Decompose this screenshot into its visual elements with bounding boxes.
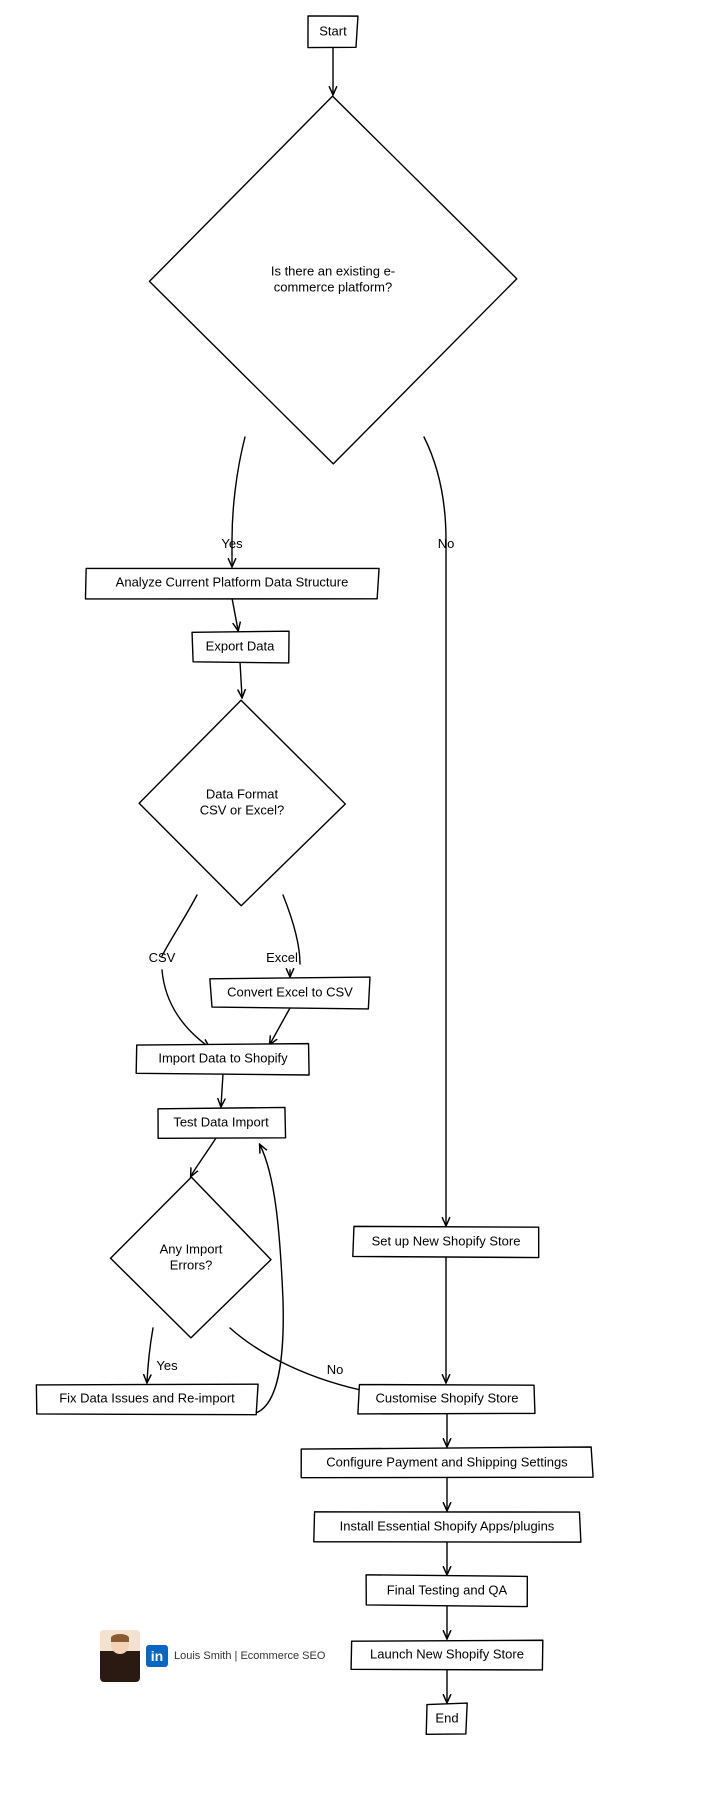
node-label: Export Data (206, 638, 275, 653)
node-label: Any Import (160, 1241, 223, 1256)
edge (252, 1145, 283, 1414)
node-label: Set up New Shopify Store (372, 1233, 521, 1248)
node-fix: Fix Data Issues and Re-import (36, 1384, 258, 1415)
edge-label: Yes (156, 1358, 178, 1373)
node-install: Install Essential Shopify Apps/plugins (314, 1512, 581, 1542)
node-import: Import Data to Shopify (136, 1044, 309, 1075)
node-launch: Launch New Shopify Store (351, 1640, 543, 1670)
node-q_format: Data Format CSV or Excel? (139, 700, 345, 905)
linkedin-badge-text: in (151, 1648, 163, 1664)
node-label: Is there an existing e- (271, 263, 395, 278)
node-label: Data Format (206, 786, 279, 801)
node-label: CSV or Excel? (200, 803, 285, 818)
edge (191, 1138, 216, 1176)
node-label: commerce platform? (274, 280, 392, 295)
node-label: Final Testing and QA (387, 1582, 508, 1597)
node-label: Convert Excel to CSV (227, 984, 353, 999)
author-block: in Louis Smith | Ecommerce SEO (100, 1630, 325, 1682)
edge (240, 662, 242, 697)
edge (162, 895, 197, 956)
node-label: Configure Payment and Shipping Settings (326, 1454, 568, 1469)
node-label: Fix Data Issues and Re-import (59, 1390, 235, 1405)
node-label: Start (319, 23, 347, 38)
node-label: Errors? (170, 1258, 213, 1273)
edge-label: No (438, 536, 455, 551)
node-export: Export Data (192, 631, 289, 663)
linkedin-icon: in (146, 1645, 168, 1667)
edge-label: CSV (149, 950, 176, 965)
node-label: Import Data to Shopify (158, 1050, 288, 1065)
edge-label: Yes (221, 536, 243, 551)
author-avatar (100, 1630, 140, 1682)
edge (221, 1074, 223, 1106)
node-start: Start (308, 16, 358, 48)
node-customise: Customise Shopify Store (358, 1385, 535, 1414)
edge (147, 1328, 153, 1382)
node-test: Test Data Import (158, 1107, 286, 1138)
edge-label: No (327, 1362, 344, 1377)
node-analyze: Analyze Current Platform Data Structure (85, 568, 379, 598)
node-label: Analyze Current Platform Data Structure (116, 574, 349, 589)
node-q_existing: Is there an existing e-commerce platform… (149, 96, 516, 464)
edge (232, 598, 238, 630)
flowchart-container: Yes No CSV Excel Yes No Start Is there an exist… (0, 0, 702, 1794)
node-end: End (426, 1703, 467, 1734)
node-label: Customise Shopify Store (375, 1390, 518, 1405)
author-name: Louis Smith | Ecommerce SEO (174, 1650, 325, 1662)
edge (424, 437, 446, 1225)
node-qa: Final Testing and QA (366, 1575, 527, 1607)
node-label: Test Data Import (173, 1114, 269, 1129)
node-label: End (435, 1710, 458, 1725)
node-label: Install Essential Shopify Apps/plugins (340, 1518, 555, 1533)
node-configure: Configure Payment and Shipping Settings (301, 1447, 593, 1478)
node-setup: Set up New Shopify Store (353, 1226, 539, 1257)
nodes-group: Start Is there an existing e-commerce pla… (36, 16, 593, 1734)
edge (270, 1008, 290, 1044)
flowchart-svg: Yes No CSV Excel Yes No Start Is there an exist… (0, 0, 702, 1794)
node-label: Launch New Shopify Store (370, 1646, 524, 1661)
node-q_errors: Any Import Errors? (111, 1177, 271, 1338)
edge-label: Excel (266, 950, 298, 965)
edge (162, 970, 209, 1047)
node-convert: Convert Excel to CSV (210, 977, 370, 1009)
